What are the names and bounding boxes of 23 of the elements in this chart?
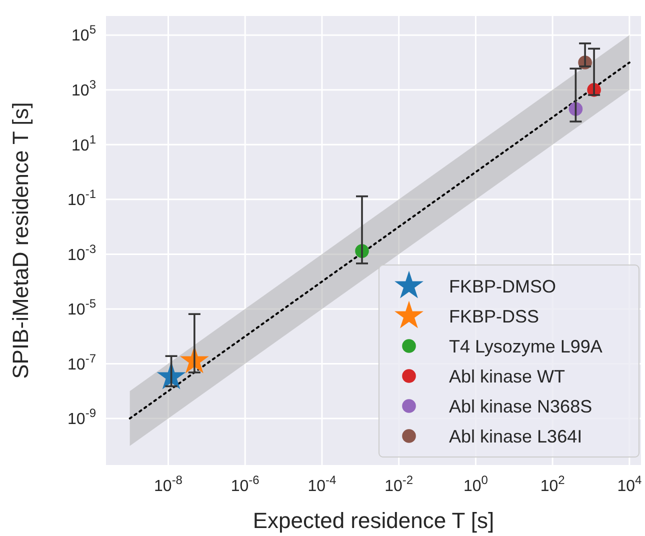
legend-label: T4 Lysozyme L99A [449,336,602,356]
x-tick-label: 10$^{-4}$ [308,473,337,495]
x-tick-label: 10$^{-6}$ [230,473,260,495]
y-tick-label: 10$^{5}$ [72,22,96,45]
x-tick-label: 10$^{0}$ [463,473,488,495]
legend-label: Abl kinase N368S [449,396,592,416]
x-tick-label: 10$^{-8}$ [154,473,183,495]
y-tick-label: 10$^{-9}$ [68,406,96,428]
y-tick-label: 10$^{-3}$ [68,242,96,264]
x-tick-label: 10$^{2}$ [540,473,566,495]
y-tick-label: 10$^{-1}$ [68,187,96,210]
x-tick-label: 10$^{4}$ [617,473,642,495]
legend-label: FKBP-DMSO [449,276,556,296]
legend-label: Abl kinase WT [449,366,566,386]
legend-label: FKBP-DSS [449,306,540,326]
y-tick-label: 10$^{-5}$ [68,296,96,319]
y-tick-label: 10$^{1}$ [72,132,96,154]
y-axis-title: SPIB-iMetaD residence T [s] [8,102,33,379]
y-tick-label: 10$^{3}$ [72,78,96,100]
x-tick-label: 10$^{-2}$ [384,473,414,495]
legend-label: Abl kinase L364I [449,426,582,446]
y-tick-label: 10$^{-7}$ [68,351,96,374]
x-axis-title: Expected residence T [s] [252,508,494,533]
